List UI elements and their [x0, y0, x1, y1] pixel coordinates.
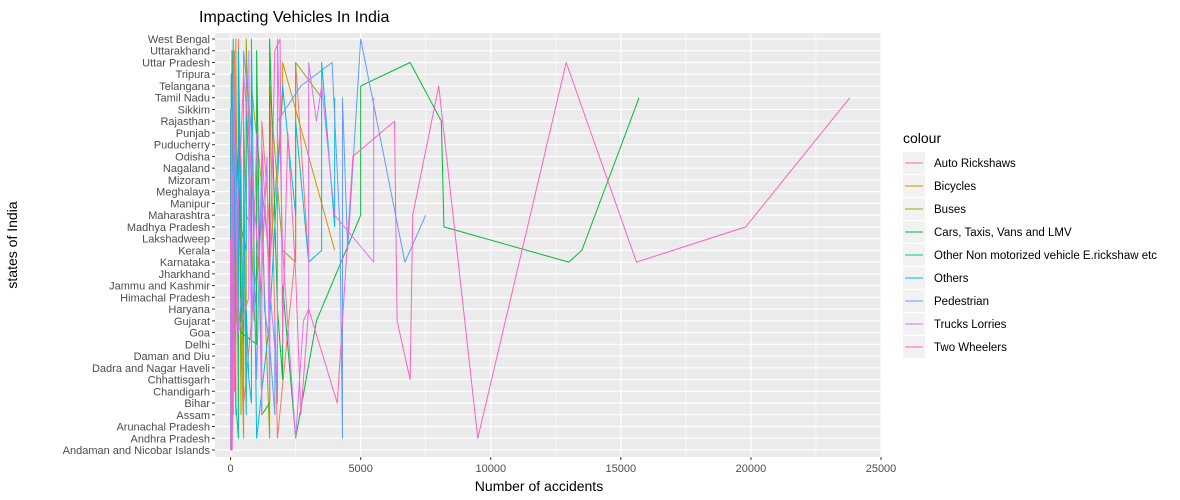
y-tick-label: Meghalaya — [156, 187, 211, 199]
chart-title: Impacting Vehicles In India — [199, 9, 389, 26]
y-tick-label: Tamil Nadu — [155, 93, 210, 105]
y-tick-label: Dadra and Nagar Haveli — [92, 363, 210, 375]
y-tick-label: Maharashtra — [148, 210, 211, 222]
y-tick-label: Gujarat — [174, 316, 210, 328]
y-tick-label: Nagaland — [163, 163, 210, 175]
legend-label: Buses — [934, 204, 966, 216]
y-tick-label: Haryana — [168, 304, 210, 316]
y-axis-title: states of India — [4, 201, 20, 288]
y-tick-label: Kerala — [178, 245, 211, 257]
legend: colour Auto Rickshaws Bicycles Buses Cars, … — [903, 130, 1157, 358]
y-tick-label: Chhattisgarh — [148, 375, 210, 387]
legend-label: Two Wheelers — [934, 342, 1007, 354]
y-tick-label: West Bengal — [148, 34, 210, 46]
y-tick-label: Jammu and Kashmir — [109, 281, 210, 293]
y-tick-label: Assam — [176, 410, 210, 422]
y-tick-label: Rajasthan — [160, 116, 210, 128]
y-tick-label: Sikkim — [178, 104, 210, 116]
legend-label: Trucks Lorries — [934, 319, 1007, 331]
x-tick-label: 25000 — [866, 463, 897, 475]
y-tick-label: Himachal Pradesh — [120, 292, 210, 304]
y-tick-label: Lakshadweep — [142, 234, 210, 246]
y-tick-label: Manipur — [170, 198, 210, 210]
x-tick-label: 20000 — [736, 463, 767, 475]
x-axis-title: Number of accidents — [475, 478, 603, 494]
y-tick-label: Odisha — [175, 151, 211, 163]
legend-label: Bicycles — [934, 181, 976, 193]
y-tick-label: Andhra Pradesh — [131, 433, 211, 445]
y-tick-label: Madhya Pradesh — [127, 222, 210, 234]
grid-lines — [215, 33, 882, 457]
y-tick-label: Punjab — [176, 128, 210, 140]
legend-label: Others — [934, 273, 969, 285]
y-tick-label: Jharkhand — [159, 269, 210, 281]
legend-label: Other Non motorized vehicle E.rickshaw e… — [934, 250, 1157, 262]
series-lines — [230, 38, 851, 451]
y-tick-label: Goa — [189, 328, 211, 340]
series-line-trucks-lorries — [230, 38, 375, 451]
x-axis: 0 5000 10000 15000 20000 25000 — [228, 457, 897, 475]
y-tick-label: Chandigarh — [153, 386, 210, 398]
y-tick-label: Telangana — [159, 81, 211, 93]
y-tick-label: Uttarakhand — [150, 46, 210, 58]
legend-label: Cars, Taxis, Vans and LMV — [934, 227, 1072, 239]
x-tick-label: 0 — [228, 463, 234, 475]
y-tick-label: Delhi — [185, 339, 210, 351]
y-tick-label: Tripura — [176, 69, 211, 81]
y-tick-label: Uttar Pradesh — [142, 57, 210, 69]
series-line-two-wheelers — [230, 38, 851, 451]
y-tick-label: Bihar — [184, 398, 210, 410]
y-tick-label: Andaman and Nicobar Islands — [63, 445, 211, 457]
y-tick-label: Mizoram — [168, 175, 210, 187]
legend-label: Pedestrian — [934, 296, 989, 308]
x-tick-label: 5000 — [348, 463, 372, 475]
y-tick-label: Daman and Diu — [134, 351, 210, 363]
x-tick-label: 15000 — [606, 463, 637, 475]
legend-title: colour — [903, 130, 941, 146]
y-tick-label: Puducherry — [154, 140, 211, 152]
y-tick-label: Arunachal Pradesh — [116, 422, 210, 434]
x-tick-label: 10000 — [475, 463, 506, 475]
legend-label: Auto Rickshaws — [934, 158, 1016, 170]
plot-panel — [215, 33, 881, 457]
y-tick-label: Karnataka — [160, 257, 211, 269]
